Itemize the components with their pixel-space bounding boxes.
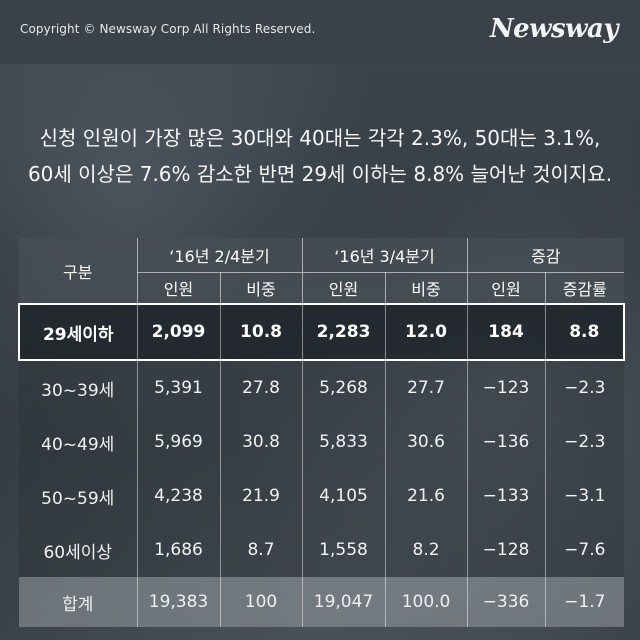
cell: −336 xyxy=(466,577,546,627)
copyright-text: Copyright © Newsway Corp All Rights Rese… xyxy=(20,22,316,36)
row-label: 40~49세 xyxy=(19,415,137,469)
cell: 21.9 xyxy=(219,469,303,523)
cell: −1.7 xyxy=(544,577,625,627)
table-row: 60세이상 1,686 8.7 1,558 8.2 −128 −7.6 xyxy=(19,523,625,577)
cell: 5,391 xyxy=(136,360,220,415)
cell: 19,047 xyxy=(301,577,386,627)
cell: 19,383 xyxy=(136,577,220,627)
top-bar: Copyright © Newsway Corp All Rights Rese… xyxy=(0,0,640,64)
row-label: 합계 xyxy=(19,577,137,627)
caption: 신청 인원이 가장 많은 30대와 40대는 각각 2.3%, 50대는 3.1… xyxy=(0,120,640,192)
cell: 5,969 xyxy=(136,415,220,469)
cell: −123 xyxy=(466,360,546,415)
header-q3: ‘16년 3/4분기 xyxy=(301,238,468,273)
header-change: 증감 xyxy=(466,238,625,273)
caption-line-1: 신청 인원이 가장 많은 30대와 40대는 각각 2.3%, 50대는 3.1… xyxy=(39,126,601,150)
cell: 100.0 xyxy=(384,577,468,627)
data-table: 구분 ‘16년 2/4분기 ‘16년 3/4분기 증감 인원 비중 인원 비중 … xyxy=(18,238,626,627)
table-row: 30~39세 5,391 27.8 5,268 27.7 −123 −2.3 xyxy=(19,360,625,415)
cell: 27.7 xyxy=(384,360,468,415)
cell: −128 xyxy=(466,523,546,577)
cell: −3.1 xyxy=(544,469,625,523)
cell: 2,099 xyxy=(136,303,220,361)
cell: −2.3 xyxy=(544,415,625,469)
cell: −136 xyxy=(466,415,546,469)
cell: 8.7 xyxy=(219,523,303,577)
cell: −133 xyxy=(466,469,546,523)
cell: 2,283 xyxy=(301,303,386,361)
cell: 4,238 xyxy=(136,469,220,523)
cell: 27.8 xyxy=(219,360,303,415)
table-row-total: 합계 19,383 100 19,047 100.0 −336 −1.7 xyxy=(19,577,625,627)
cell: 4,105 xyxy=(301,469,386,523)
cell: −7.6 xyxy=(544,523,625,577)
row-label: 29세이하 xyxy=(18,303,137,361)
cell: 1,686 xyxy=(136,523,220,577)
cell: 30.8 xyxy=(219,415,303,469)
header-q3-people: 인원 xyxy=(301,272,386,304)
cell: 1,558 xyxy=(301,523,386,577)
table-row: 50~59세 4,238 21.9 4,105 21.6 −133 −3.1 xyxy=(19,469,625,523)
row-label: 60세이상 xyxy=(19,523,137,577)
header-category: 구분 xyxy=(19,238,137,304)
table-row-under29: 29세이하 2,099 10.8 2,283 12.0 184 8.8 xyxy=(18,303,626,361)
cell: 5,833 xyxy=(301,415,386,469)
cell: 8.8 xyxy=(544,303,626,361)
cell: 8.2 xyxy=(384,523,468,577)
cell: 5,268 xyxy=(301,360,386,415)
header-q3-share: 비중 xyxy=(384,272,468,304)
cell: 184 xyxy=(466,303,546,361)
cell: 10.8 xyxy=(219,303,303,361)
row-label: 30~39세 xyxy=(19,360,137,415)
cell: 100 xyxy=(219,577,303,627)
cell: 21.6 xyxy=(384,469,468,523)
row-label: 50~59세 xyxy=(19,469,137,523)
cell: 12.0 xyxy=(384,303,468,361)
header-q2-people: 인원 xyxy=(136,272,220,304)
cell: 30.6 xyxy=(384,415,468,469)
header-q2-share: 비중 xyxy=(219,272,303,304)
table-row: 40~49세 5,969 30.8 5,833 30.6 −136 −2.3 xyxy=(19,415,625,469)
caption-line-2: 60세 이상은 7.6% 감소한 반면 29세 이하는 8.8% 늘어난 것이지… xyxy=(27,162,613,186)
header-change-people: 인원 xyxy=(466,272,546,304)
header-q2: ‘16년 2/4분기 xyxy=(136,238,303,273)
cell: −2.3 xyxy=(544,360,625,415)
newsway-logo: Newsway xyxy=(489,14,619,44)
header-change-rate: 증감률 xyxy=(544,272,625,304)
